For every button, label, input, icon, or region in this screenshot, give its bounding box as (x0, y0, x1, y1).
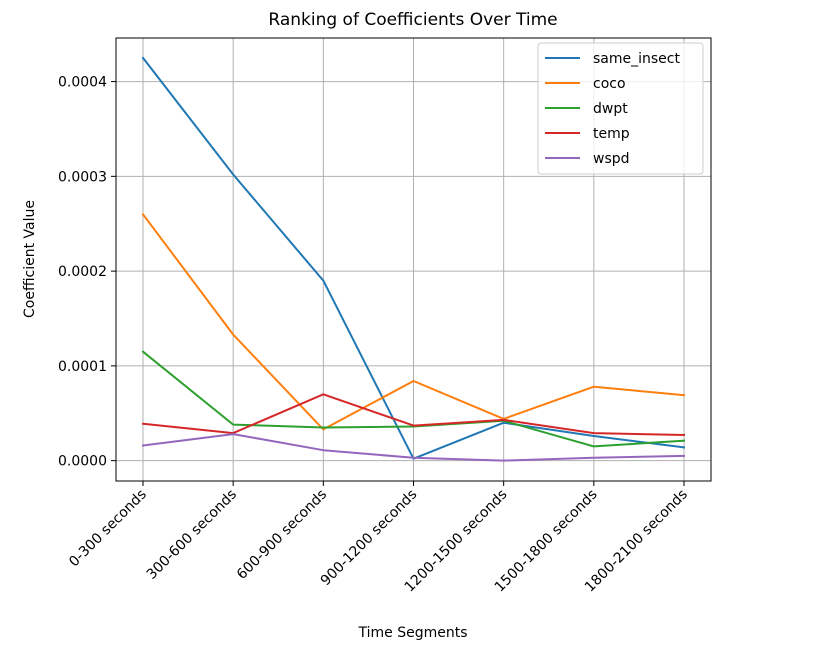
y-tick-label: 0.0004 (58, 75, 107, 91)
y-axis-label: Coefficient Value (22, 200, 38, 318)
x-tick-label: 0-300 seconds (66, 487, 150, 571)
x-tick-label: 600-900 seconds (234, 487, 330, 583)
legend-label-same-insect: same_insect (593, 51, 680, 67)
legend-label-dwpt: dwpt (593, 101, 628, 117)
y-tick-label: 0.0002 (58, 264, 107, 280)
x-tick-label: 1800-2100 seconds (582, 487, 691, 596)
x-tick-label: 1200-1500 seconds (402, 487, 511, 596)
chart-title: Ranking of Coefficients Over Time (268, 10, 557, 30)
y-tick-label: 0.0003 (58, 169, 107, 185)
y-tick-label: 0.0001 (58, 359, 107, 375)
x-tick-label: 900-1200 seconds (318, 487, 421, 590)
x-tick-label: 300-600 seconds (144, 487, 240, 583)
legend-label-coco: coco (593, 76, 626, 92)
legend-label-wspd: wspd (593, 151, 630, 167)
x-axis-label: Time Segments (357, 625, 467, 641)
y-axis-ticks: 0.0000 0.0001 0.0002 0.0003 0.0004 (58, 75, 116, 470)
x-tick-label: 1500-1800 seconds (492, 487, 601, 596)
legend-label-temp: temp (593, 126, 630, 142)
y-tick-label: 0.0000 (58, 454, 107, 470)
